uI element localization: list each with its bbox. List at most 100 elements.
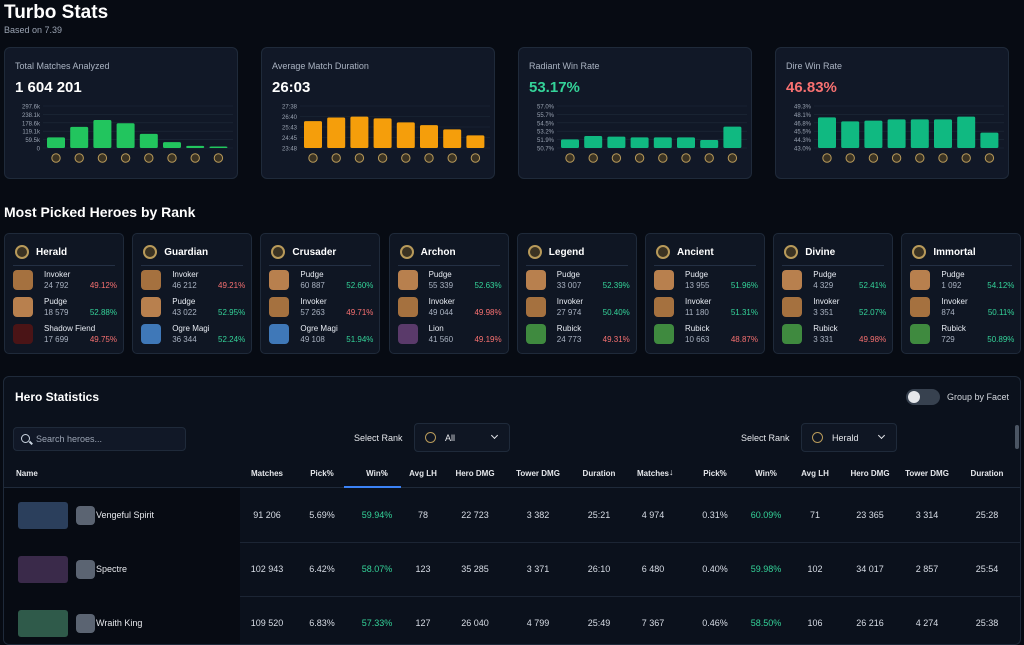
hero-pick-row[interactable]: Pudge 55 339 52.63% [397,268,502,294]
hero-pick-row[interactable]: Invoker 46 212 49.21% [141,268,245,294]
hero-icon [76,506,95,525]
table-cell-duration: 25:21 [587,510,611,520]
hero-pick-row[interactable]: Pudge 13 955 51.96% [654,268,758,294]
hero-avatar [654,297,674,317]
rank-card-header: Ancient [656,242,714,262]
y-tick-label: 0 [37,147,41,153]
hero-pick-row[interactable]: Rubick 24 773 49.31% [525,322,630,348]
rank-medal-icon [868,153,879,163]
bar [70,126,89,148]
bar [116,123,135,148]
column-header-duration-rank[interactable]: Duration [970,469,1004,478]
hero-pick-row[interactable]: Lion 41 560 49.19% [397,322,502,348]
hero-matches: 17 699 [44,335,69,344]
hero-pick-row[interactable]: Rubick 10 663 48.87% [654,322,758,348]
hero-avatar [654,324,674,344]
stat-chart: 27:38 26:40 25:43 24:45 23:48 [282,105,490,163]
hero-win-rate: 52.24% [218,335,246,344]
hero-matches: 46 212 [172,281,197,290]
table-cell-tower-dmg: 4 799 [526,618,550,628]
group-by-facet-toggle[interactable] [906,389,940,405]
y-tick-label: 46.8% [794,121,812,127]
search-box [13,427,186,451]
rank-medal-icon [565,153,575,163]
hero-pick-row[interactable]: Pudge 1 092 54.12% [910,268,1014,294]
hero-pick-row[interactable]: Ogre Magi 36 344 52.24% [141,322,245,348]
hero-pick-row[interactable]: Pudge 43 022 52.95% [141,295,245,321]
stat-card-label: Total Matches Analyzed [15,61,110,71]
column-header-pick[interactable]: Pick% [310,469,334,478]
bar [841,121,860,148]
hero-pick-row[interactable]: Invoker 874 50.11% [910,295,1014,321]
hero-pick-row[interactable]: Pudge 18 579 52.88% [13,295,117,321]
hero-pick-row[interactable]: Pudge 4 329 52.41% [782,268,886,294]
column-header-pick-rank[interactable]: Pick% [703,469,727,478]
column-header-hero-dmg-rank[interactable]: Hero DMG [850,469,890,478]
column-header-duration[interactable]: Duration [582,469,616,478]
hero-avatar [13,324,33,344]
hero-pick-row[interactable]: Invoker 3 351 52.07% [782,295,886,321]
table-cell-tower-dmg: 3 371 [526,564,550,574]
column-header-tower-dmg[interactable]: Tower DMG [516,469,560,478]
rank-medal-icon [611,153,622,163]
column-header-avg-lh-rank[interactable]: Avg LH [801,469,829,478]
stat-card-label: Radiant Win Rate [529,61,600,71]
y-tick-label: 48.1% [794,113,812,119]
table-row[interactable]: Vengeful Spirit 91 206 5.69% 59.94% 78 22 723… [4,488,1020,543]
rank-card-header: Archon [399,242,456,262]
hero-pick-row[interactable]: Pudge 60 887 52.60% [269,268,373,294]
table-row[interactable]: Wraith King 109 520 6.83% 57.33% 127 26 040 4 … [4,596,1020,644]
rank-medal-icon [213,153,224,163]
hero-pick-row[interactable]: Pudge 33 007 52.39% [525,268,630,294]
hero-avatar [910,270,931,290]
hero-pick-row[interactable]: Ogre Magi 49 108 51.94% [269,322,373,348]
divider [141,265,244,266]
stat-card-value: 26:03 [272,79,311,96]
column-header-win-rank[interactable]: Win% [755,469,777,478]
table-row[interactable]: Spectre 102 943 6.42% 58.07% 123 35 285 3 371 2… [4,542,1020,597]
column-header-win[interactable]: Win% [366,469,388,478]
hero-pick-row[interactable]: Shadow Fiend 17 699 49.75% [13,322,117,348]
hero-avatar [397,297,418,317]
table-cell-avg-lh: 78 [417,510,429,520]
divider [13,265,115,266]
column-header-hero-dmg[interactable]: Hero DMG [455,469,495,478]
hero-pick-row[interactable]: Invoker 11 180 51.31% [654,295,758,321]
rank-medal-icon [527,245,542,259]
hero-pick-row[interactable]: Invoker 27 974 50.40% [525,295,630,321]
y-tick-label: 119.1k [22,130,41,136]
hero-matches: 1 092 [941,281,962,290]
hero-pick-row[interactable]: Invoker 57 263 49.71% [269,295,373,321]
table-cell-matches: 102 943 [250,564,284,574]
column-header-name[interactable]: Name [16,469,38,478]
page-title: Turbo Stats [4,2,109,23]
rank-select-left[interactable]: All [414,423,510,452]
hero-pick-row[interactable]: Invoker 49 044 49.98% [397,295,502,321]
y-tick-label: 43.0% [794,147,812,153]
scrollbar[interactable] [1015,425,1019,449]
table-cell-pick-rank: 0.31% [702,510,728,520]
hero-pick-row[interactable]: Rubick 3 331 49.98% [782,322,886,348]
rank-medal-icon [424,153,434,163]
search-input[interactable] [36,431,181,447]
hero-statistics-panel: Hero Statistics Group by Facet Select Ra… [3,376,1021,645]
rank-card-herald: Herald Invoker 24 792 49.12% Pudge 18 579 52.8… [4,233,124,354]
hero-name: Invoker [300,297,327,306]
column-header-matches-rank[interactable]: Matches [636,469,670,478]
sort-arrow-icon[interactable]: ↓ [669,467,674,477]
rank-medal-icon [143,245,158,259]
hero-pick-row[interactable]: Rubick 729 50.89% [910,322,1014,348]
hero-win-rate: 52.41% [859,281,887,290]
hero-pick-row[interactable]: Invoker 24 792 49.12% [13,268,117,294]
sort-arrow-icon[interactable]: ↓ [383,467,388,477]
rank-select-right[interactable]: Herald [801,423,897,452]
sort-indicator [344,486,401,488]
column-header-matches[interactable]: Matches [250,469,284,478]
column-header-tower-dmg-rank[interactable]: Tower DMG [905,469,949,478]
table-cell-hero-dmg-rank: 34 017 [856,564,884,574]
column-header-avg-lh[interactable]: Avg LH [409,469,437,478]
bar [163,142,181,148]
divider [910,265,1013,266]
hero-name: Rubick [685,324,710,333]
hero-name: Wraith King [96,618,143,628]
